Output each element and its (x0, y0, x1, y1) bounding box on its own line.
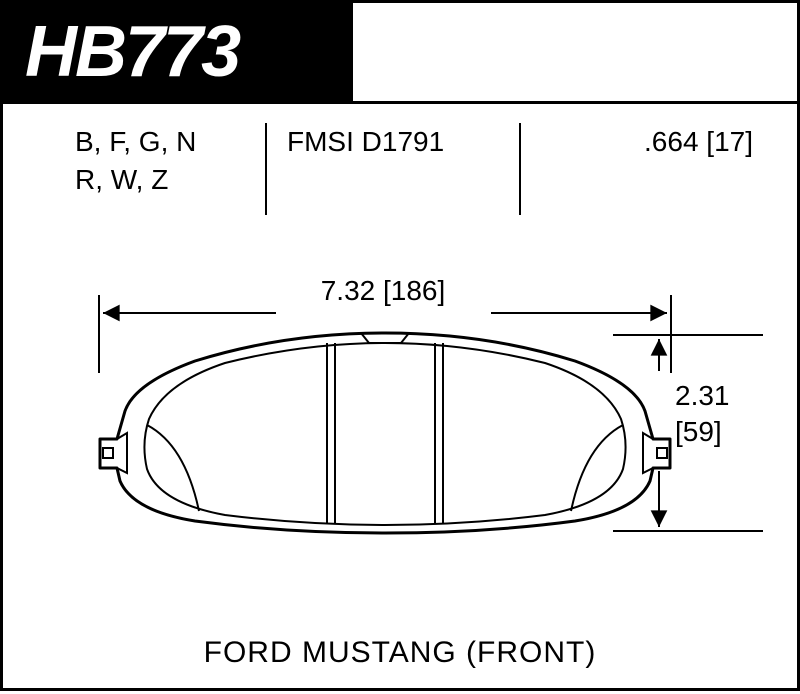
info-separator (519, 123, 521, 215)
height-inches: 2.31 (675, 378, 795, 414)
info-separator (265, 123, 267, 215)
title-rule (3, 101, 797, 104)
codes-line: R, W, Z (75, 161, 245, 199)
fmsi-code: FMSI D1791 (287, 123, 497, 161)
width-dimension-label: 7.32 [186] (283, 275, 483, 307)
info-row: B, F, G, N R, W, Z FMSI D1791 .664 [17] (3, 123, 797, 223)
part-number: HB773 (25, 11, 239, 93)
thickness-spec: .664 [17] (573, 123, 753, 161)
height-mm: [59] (675, 414, 795, 450)
codes-line: B, F, G, N (75, 123, 245, 161)
height-dimension-label: 2.31 [59] (675, 378, 795, 451)
compound-codes: B, F, G, N R, W, Z (75, 123, 245, 199)
brake-pad-drawing (3, 3, 800, 694)
dimension-arrows (3, 3, 800, 694)
title-bar: HB773 (3, 3, 353, 101)
caption: FORD MUSTANG (FRONT) (3, 636, 797, 670)
